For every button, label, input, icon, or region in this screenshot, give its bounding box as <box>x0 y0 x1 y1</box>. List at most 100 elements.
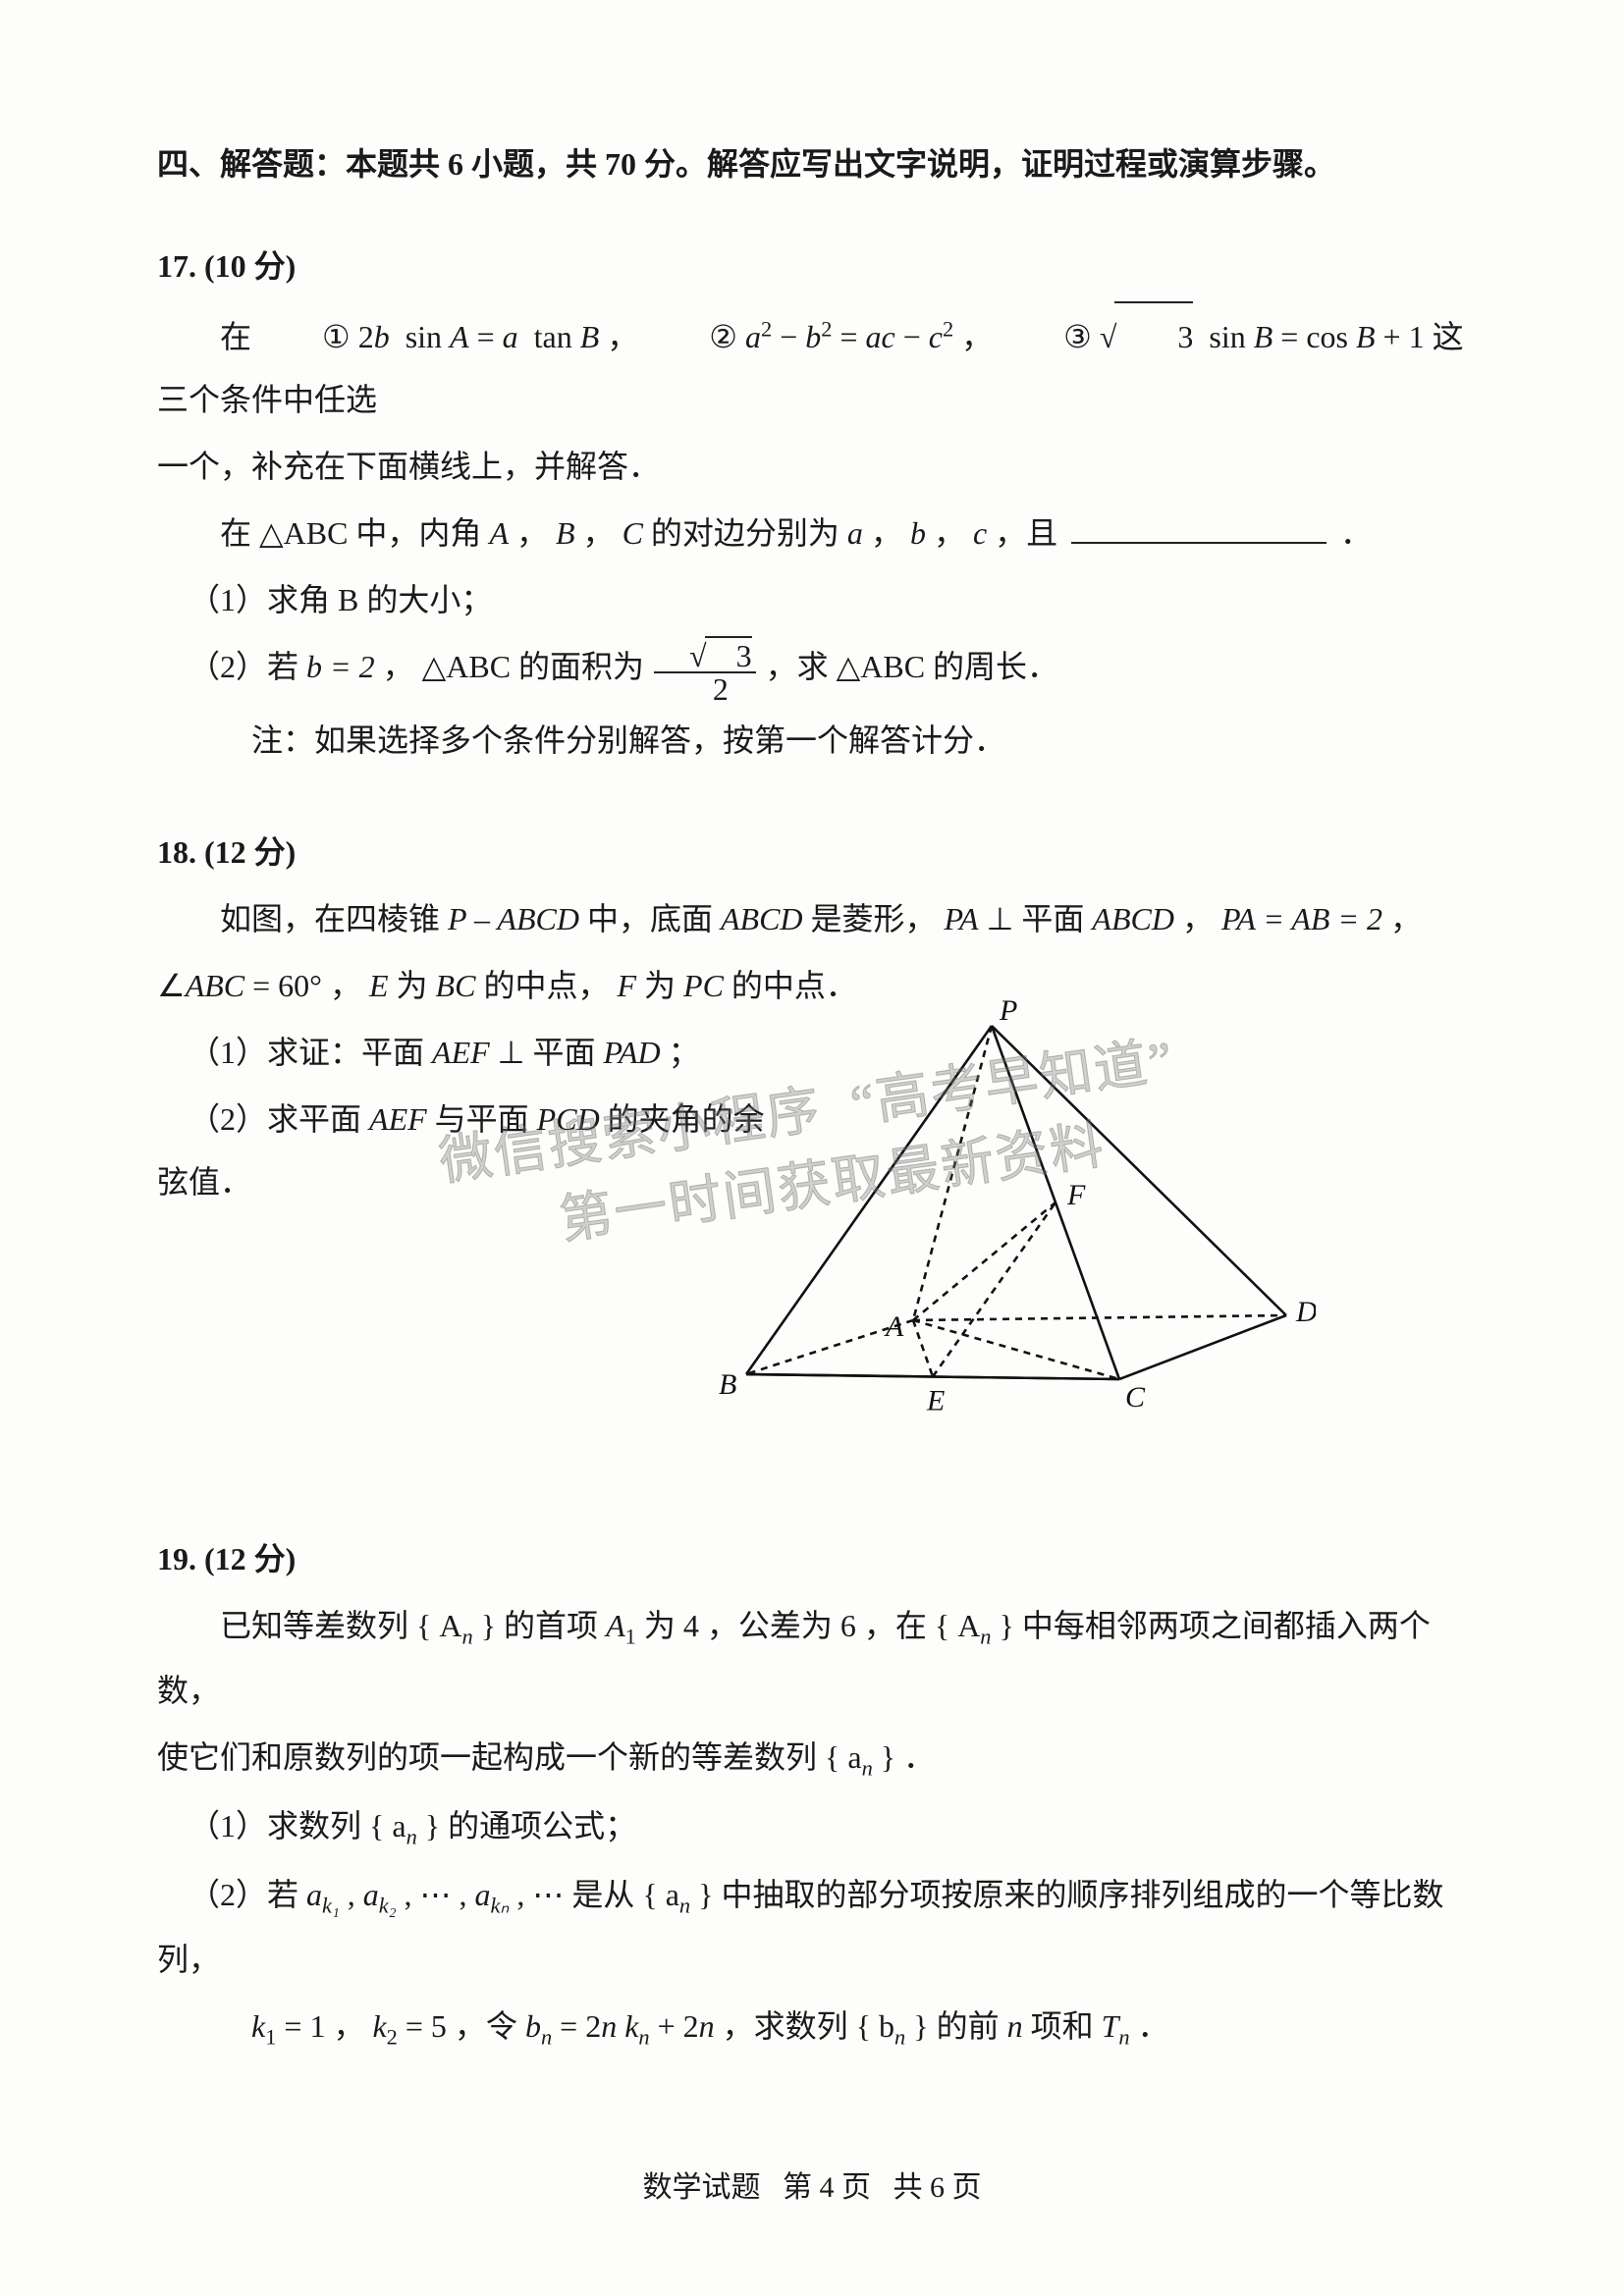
q19-akn: a <box>474 1877 490 1912</box>
q18-eq60: = 60° <box>252 968 322 1003</box>
q19-l2-end: ． <box>903 1739 935 1775</box>
q18-pyramid: P – ABCD <box>448 901 579 936</box>
q19-eq5: = 5 <box>406 2008 447 2044</box>
q19-s2-pre: （2）若 <box>189 1877 306 1912</box>
q17-c1: ， <box>509 515 556 551</box>
q17-c2-a2: 2 <box>761 316 772 341</box>
q17-c1-B: B <box>580 319 600 354</box>
q19-seqb-open: { b <box>856 2008 894 2044</box>
q19-Tn: T <box>1102 2008 1119 2044</box>
q17-c3-sin: sin <box>1201 319 1253 354</box>
q18-l2-mid3: 的中点， <box>483 968 609 1003</box>
q17-s2-num: √3 <box>654 636 756 671</box>
q17-c2-ac-c: c <box>881 319 894 354</box>
q19-seqa2-close: } <box>417 1808 440 1843</box>
q17-sep2: ， <box>961 319 993 354</box>
q17-l3-end: ，且 <box>995 515 1065 551</box>
q19-seqa2-open: { a <box>369 1808 406 1843</box>
q17-c3-cos: cos <box>1306 319 1356 354</box>
q17-c3-sqrt3: 3 <box>1114 301 1193 368</box>
q19-l2-pre: 使它们和原数列的项一起构成一个新的等差数列 <box>157 1739 825 1775</box>
q17-number: 17. (10 分) <box>157 235 1467 297</box>
q19-seqa-sub: n <box>862 1755 873 1780</box>
q17-line1: 在 ① 2b sin A = a tan B ， ② a2 − b2 = ac … <box>157 301 1467 431</box>
q17-c1-A: A <box>450 319 469 354</box>
q19-comma1: , <box>348 1877 363 1912</box>
q18-s1-perp: ⊥ <box>498 1035 533 1070</box>
q19-let: ，令 <box>455 2008 525 2044</box>
q19-k2-sub: 2 <box>387 2025 398 2050</box>
q17-c2-b2: 2 <box>821 316 832 341</box>
q19-sub1: （1）求数列 { an } 的通项公式； <box>157 1794 1467 1859</box>
q18-l1-pre: 如图，在四棱锥 <box>220 901 448 936</box>
svg-text:D: D <box>1295 1296 1316 1328</box>
q17-c: c <box>973 515 987 551</box>
q19-l1-mid2: 为 4 ，公差为 6 ，在 <box>644 1608 935 1643</box>
q17-s2-mid: ， <box>383 649 422 684</box>
q18-l2-mid: ， <box>330 968 369 1003</box>
footer-mid: 第 4 页 <box>783 2171 871 2204</box>
q19-s1-pre: （1）求数列 <box>189 1808 369 1843</box>
q17-s2-end: 的周长． <box>933 649 1058 684</box>
q19-s3-end: ． <box>1138 2008 1169 2044</box>
q17-triangle: △ABC <box>259 515 348 551</box>
q18-line1: 如图，在四棱锥 P – ABCD 中，底面 ABCD 是菱形， PA ⊥ 平面 … <box>157 887 1467 950</box>
q17-C: C <box>623 515 643 551</box>
q19-s3-mid2: 的前 <box>937 2008 1007 2044</box>
q17-sub1: （1）求角 B 的大小； <box>157 568 1467 631</box>
q17-s2-tri2: △ABC <box>837 649 925 684</box>
q19-l1-mid1: 的首项 <box>504 1608 606 1643</box>
q17-c2: ， <box>575 515 623 551</box>
q19-A1-sub: 1 <box>625 1624 636 1648</box>
q17-s2-den: 2 <box>654 671 756 705</box>
q18-figure: PABCDEF <box>707 991 1316 1423</box>
q17-B: B <box>556 515 575 551</box>
q17-c3: ， <box>863 515 910 551</box>
q18-AEF2: AEF <box>369 1101 427 1137</box>
q18-perp1: ⊥ <box>987 901 1022 936</box>
q19-plus2n: + 2n <box>658 2008 715 2044</box>
q18-BC: BC <box>436 968 476 1003</box>
q17-c3-B1: B <box>1254 319 1273 354</box>
q19-seqa-close: } <box>873 1739 895 1775</box>
q17-c1-tan: tan <box>526 319 580 354</box>
q17-cond2-label: ② <box>646 305 737 368</box>
q19-line1: 已知等差数列 { An } 的首项 A1 为 4 ，公差为 6 ，在 { An … <box>157 1594 1467 1722</box>
page-footer: 数学试题 第 4 页 共 6 页 <box>0 2159 1624 2217</box>
q19-sub2: （2）若 ak₁ , ak₂ , ⋯ , akₙ , ⋯ 是从 { an } 中… <box>157 1863 1467 1991</box>
q18-F: F <box>617 968 636 1003</box>
q19-sub3: k1 = 1 ， k2 = 5 ，令 bn = 2n kn + 2n ，求数列 … <box>157 1995 1467 2059</box>
q17-l3-pre: 在 <box>220 515 259 551</box>
q19-seqA-open: { A <box>416 1608 461 1643</box>
q17-c2-c2: 2 <box>943 316 953 341</box>
q18-l1-mid2: 是菱形， <box>811 901 937 936</box>
q17-a: a <box>847 515 863 551</box>
q19-k2: k <box>372 2008 386 2044</box>
q18-l1-mid3: ， <box>1182 901 1221 936</box>
q17-c2-a: a <box>745 319 761 354</box>
q18-s2-pre: （2）求平面 <box>189 1101 369 1137</box>
q17-s2-tri1: △ABC <box>422 649 511 684</box>
q17-c1-sin: sin <box>398 319 450 354</box>
q17-num: 17. <box>157 248 196 284</box>
q19-dots1: , ⋯ , <box>404 1877 474 1912</box>
q19-bn-sub: n <box>541 2025 552 2050</box>
q19-ak2: a <box>363 1877 379 1912</box>
q17-c2-c: c <box>929 319 943 354</box>
q17-sub2: （2）若 b = 2 ， △ABC 的面积为 √3 2 ，求 △ABC 的周长． <box>157 635 1467 705</box>
q18-s2-mid: 与平面 <box>435 1101 537 1137</box>
q17-blank[interactable] <box>1071 513 1326 544</box>
q19-akn-sub: kₙ <box>490 1894 509 1918</box>
q19-seqa-open: { a <box>825 1739 862 1775</box>
q19-seqA2-sub: n <box>980 1624 991 1648</box>
q17-note: 注：如果选择多个条件分别解答，按第一个解答计分． <box>157 709 1467 772</box>
q17-c3-eq: = <box>1280 319 1306 354</box>
q17-c2-minus2: − <box>903 319 929 354</box>
q19-A1: A <box>606 1608 625 1643</box>
q18-abcd2: ABCD <box>1092 901 1174 936</box>
q18-s1-end: ； <box>669 1035 700 1070</box>
q19-eq: = 2n k <box>560 2008 638 2044</box>
q19-bn: b <box>525 2008 541 2044</box>
q18-sub2: （2）求平面 AEF 与平面 PCD 的夹角的余弦值． <box>157 1088 785 1213</box>
svg-text:E: E <box>926 1385 945 1417</box>
